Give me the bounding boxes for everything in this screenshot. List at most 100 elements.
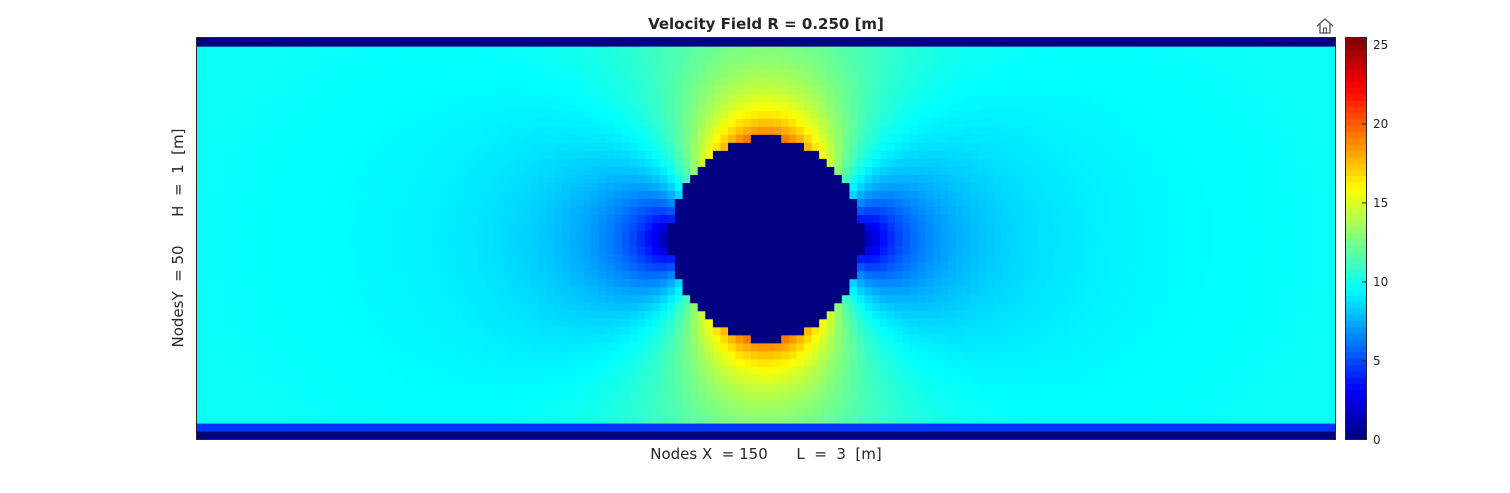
heatmap-cell [1152,174,1162,183]
heatmap-cell [955,406,964,416]
heatmap-cell [1274,430,1283,439]
heatmap-cell [363,326,373,336]
heatmap-cell [690,374,699,384]
heatmap-cell [986,190,995,199]
heatmap-cell [925,406,934,416]
heatmap-cell [1031,214,1040,224]
heatmap-cell [538,198,547,208]
heatmap-cell [993,374,1002,384]
heatmap-cell [879,222,888,232]
heatmap-cell [204,318,213,328]
heatmap-cell [310,270,319,280]
heatmap-cell [720,350,729,360]
heatmap-cell [234,230,244,240]
home-icon[interactable] [1315,17,1335,35]
heatmap-cell [492,174,502,183]
heatmap-cell [530,366,539,376]
heatmap-cell [841,342,851,352]
heatmap-cell [955,430,964,439]
heatmap-cell [720,278,729,288]
heatmap-cell [1046,254,1055,264]
heatmap-cell [1243,302,1253,312]
heatmap-cell [1023,238,1033,248]
heatmap-cell [295,318,304,328]
heatmap-cell [1054,190,1063,199]
heatmap-cell [1084,238,1093,248]
heatmap-cell [1061,222,1071,232]
heatmap-cell [1137,286,1146,296]
heatmap-cell [1266,374,1275,384]
heatmap-cell [523,302,532,312]
heatmap-cell [1107,382,1116,392]
heatmap-cell [644,430,653,439]
heatmap-cell [447,214,456,224]
heatmap-cell [394,262,403,272]
heatmap-cell [227,214,236,224]
heatmap-cell [1312,198,1321,208]
heatmap-cell [227,190,236,199]
heatmap-cell [917,294,926,304]
heatmap-cell [1274,174,1283,183]
heatmap-cell [1077,414,1086,424]
heatmap-cell [894,198,904,208]
heatmap-cell [637,278,646,288]
heatmap-cell [826,414,835,424]
heatmap-cell [356,262,365,272]
heatmap-cell [265,342,274,352]
heatmap-cell [1312,350,1321,360]
heatmap-cell [515,366,524,376]
heatmap-cell [386,318,395,328]
heatmap-cell [515,198,524,208]
heatmap-cell [583,334,593,344]
heatmap-cell [1077,190,1086,199]
heatmap-cell [682,334,691,344]
heatmap-cell [576,406,585,416]
heatmap-cell [621,214,631,224]
heatmap-cell [1152,246,1162,256]
heatmap-cell [659,374,668,384]
heatmap-cell [682,246,691,256]
heatmap-cell [348,414,357,424]
heatmap-cell [424,214,433,224]
heatmap-cell [910,382,919,392]
heatmap-cell [803,174,813,183]
heatmap-cell [295,230,304,240]
heatmap-cell [454,382,464,392]
heatmap-cell [1023,422,1033,432]
heatmap-cell [561,302,570,312]
heatmap-cell [363,254,373,264]
heatmap-cell [591,342,600,352]
heatmap-cell [333,366,342,376]
heatmap-cell [667,326,676,336]
heatmap-cell [1251,230,1260,240]
heatmap-cell [849,366,858,376]
heatmap-cell [781,342,790,352]
heatmap-cell [1327,206,1335,216]
heatmap-cell [500,334,509,344]
heatmap-cell [280,294,289,304]
heatmap-cell [1289,190,1298,199]
heatmap-cell [394,286,403,296]
heatmap-cell [712,358,722,368]
heatmap-cell [1046,190,1055,199]
heatmap-cell [333,342,342,352]
heatmap-cell [318,350,327,360]
heatmap-cell [659,366,668,376]
heatmap-cell [1327,382,1335,392]
heatmap-cell [1145,350,1154,360]
heatmap-cell [735,342,744,352]
heatmap-cell [1031,294,1040,304]
heatmap-cell [697,270,706,280]
heatmap-cell [1145,342,1154,352]
heatmap-cell [773,342,782,352]
heatmap-cell [333,206,342,216]
heatmap-cell [204,166,213,175]
heatmap-cell [379,406,388,416]
heatmap-cell [1297,286,1306,296]
heatmap-cell [454,230,464,240]
heatmap-cell [197,430,206,439]
heatmap-cell [910,310,919,320]
heatmap-cell [515,414,524,424]
heatmap-cell [1251,342,1260,352]
heatmap-cell [1160,430,1169,439]
